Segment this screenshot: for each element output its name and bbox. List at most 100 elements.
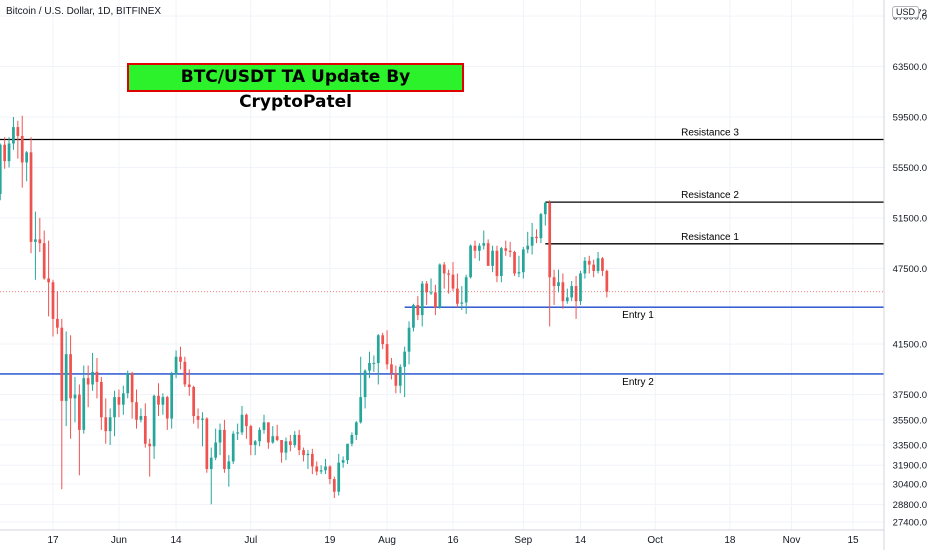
candle-body — [262, 422, 266, 430]
candle-body — [231, 433, 235, 462]
candle-body — [236, 432, 239, 434]
y-tick-label: 41500.0 — [893, 340, 927, 351]
x-tick-label: Aug — [378, 535, 396, 546]
candle-body — [548, 202, 552, 278]
candle-body — [20, 135, 24, 163]
candle-body — [513, 252, 516, 274]
x-tick-label: Sep — [514, 535, 532, 546]
candle-body — [381, 335, 385, 345]
candle-body — [157, 395, 160, 405]
x-tick-label: 19 — [324, 535, 336, 546]
candle-body — [91, 371, 94, 385]
candle-body — [73, 394, 77, 399]
candle-body — [535, 236, 538, 239]
candle-body — [363, 370, 367, 398]
y-top-label: 72 — [916, 8, 927, 19]
level-label: Entry 2 — [622, 377, 654, 388]
candle-body — [3, 144, 7, 162]
candle-body — [539, 214, 543, 239]
candle-body — [469, 245, 472, 278]
candle-body — [38, 239, 42, 244]
candle-body — [280, 439, 283, 453]
candle-body — [126, 373, 130, 394]
candle-body — [543, 202, 547, 215]
candle-body — [117, 397, 121, 405]
candle-body — [218, 429, 222, 443]
time-axis[interactable]: 17 Jun 14 Jul 19 Aug 16 Sep 14 Oct 18 Nov 15 — [0, 529, 884, 546]
candle-body — [328, 466, 332, 480]
candle-body — [332, 479, 336, 492]
y-tick-label: 30400.0 — [893, 480, 927, 491]
level-lines — [0, 138, 884, 375]
candle-body — [447, 273, 450, 275]
candle-body — [482, 243, 486, 246]
candle-body — [376, 335, 380, 364]
candle-body — [350, 434, 354, 444]
candle-body — [29, 152, 33, 242]
candle-body — [165, 397, 169, 419]
candle-body — [187, 384, 191, 387]
candle-body — [34, 239, 37, 242]
price-axis[interactable]: 27400.0 28800.0 30400.0 31900.0 33500.0 35500… — [883, 0, 932, 550]
candle-body — [324, 466, 327, 471]
candle-body — [258, 429, 261, 442]
candle-body — [183, 361, 187, 385]
candle-body — [464, 277, 468, 303]
x-tick-label: Oct — [647, 535, 663, 546]
candles — [0, 115, 609, 505]
y-tick-label: 47500.0 — [893, 264, 927, 275]
y-tick-label: 31900.0 — [893, 461, 927, 472]
candle-body — [104, 417, 108, 432]
candle-body — [143, 416, 147, 444]
candle-body — [306, 453, 310, 456]
candle-body — [315, 466, 319, 472]
candle-body — [394, 373, 398, 386]
candle-body — [601, 258, 604, 271]
candle-body — [451, 274, 455, 289]
candle-body — [16, 127, 20, 136]
candle-body — [152, 395, 156, 447]
candle-body — [95, 371, 99, 382]
candle-body — [499, 248, 503, 276]
candle-body — [504, 248, 508, 251]
x-tick-label: 17 — [47, 535, 59, 546]
candle-body — [78, 394, 81, 430]
candle-body — [425, 283, 428, 293]
candle-body — [526, 245, 530, 250]
candle-body — [174, 356, 178, 375]
level-label: Resistance 3 — [681, 127, 739, 138]
candle-body — [508, 250, 512, 252]
candle-body — [346, 443, 349, 461]
candle-body — [121, 393, 125, 405]
y-tick-label: 59500.0 — [893, 113, 927, 124]
candle-body — [223, 429, 226, 470]
currency-badge[interactable]: USD — [892, 6, 920, 18]
candle-body — [456, 288, 459, 304]
candle-body — [69, 354, 72, 399]
candle-body — [517, 272, 521, 274]
candle-body — [596, 258, 600, 271]
candle-body — [25, 152, 28, 163]
candle-body — [310, 453, 314, 467]
candle-body — [99, 381, 103, 418]
symbol-title: Bitcoin / U.S. Dollar, 1D, BITFINEX — [6, 6, 162, 17]
candle-body — [0, 144, 2, 194]
x-tick-label: Jul — [244, 535, 257, 546]
candle-body — [51, 282, 55, 319]
candle-body — [196, 416, 200, 420]
candle-body — [253, 441, 257, 446]
y-tick-label: 35500.0 — [893, 415, 927, 426]
candle-body — [385, 344, 389, 365]
candle-body — [179, 356, 182, 362]
candle-body — [434, 292, 437, 308]
candle-body — [372, 363, 376, 365]
candle-body — [354, 422, 358, 435]
y-tick-label: 33500.0 — [893, 441, 927, 452]
candle-body — [557, 282, 560, 287]
candle-body — [579, 273, 582, 302]
candle-body — [359, 397, 363, 423]
candle-body — [289, 441, 292, 446]
candle-body — [429, 292, 433, 294]
candle-body — [135, 402, 138, 420]
candle-body — [570, 286, 574, 298]
